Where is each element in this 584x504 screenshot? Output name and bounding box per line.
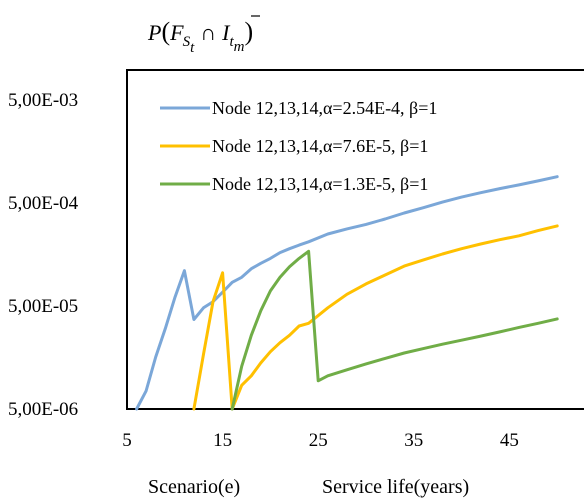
x-axis-label-scenario: Scenario(e) <box>148 476 240 498</box>
legend-label-3: Node 12,13,14,α=1.3E-5, β=1 <box>212 174 428 194</box>
legend: Node 12,13,14,α=2.54E-4, β=1 Node 12,13,1… <box>160 98 437 194</box>
x-tick-label: 45 <box>500 430 519 451</box>
y-tick-label: 5,00E-04 <box>8 193 79 214</box>
y-axis-ticks: 5,00E-03 5,00E-04 5,00E-05 5,00E-06 <box>8 90 79 420</box>
y-tick-label: 5,00E-03 <box>8 90 78 111</box>
chart-title: P(FSt∩ Itm) <box>147 17 253 56</box>
series-layer <box>135 175 559 411</box>
x-tick-label: 35 <box>404 430 423 451</box>
legend-label-2: Node 12,13,14,α=7.6E-5, β=1 <box>212 136 428 156</box>
y-tick-label: 5,00E-06 <box>8 399 78 420</box>
x-axis-ticks: 5 15 25 35 45 <box>122 430 519 451</box>
x-axis-label-service-life: Service life(years) <box>322 476 469 498</box>
legend-label-1: Node 12,13,14,α=2.54E-4, β=1 <box>212 98 437 118</box>
series-line-3 <box>230 249 559 411</box>
x-tick-label: 5 <box>122 430 132 451</box>
y-tick-label: 5,00E-05 <box>8 296 78 317</box>
series-line-1 <box>135 175 559 411</box>
series-line-2 <box>192 224 559 411</box>
x-tick-label: 25 <box>309 430 328 451</box>
x-tick-label: 15 <box>213 430 232 451</box>
plot-area-frame <box>126 69 584 410</box>
